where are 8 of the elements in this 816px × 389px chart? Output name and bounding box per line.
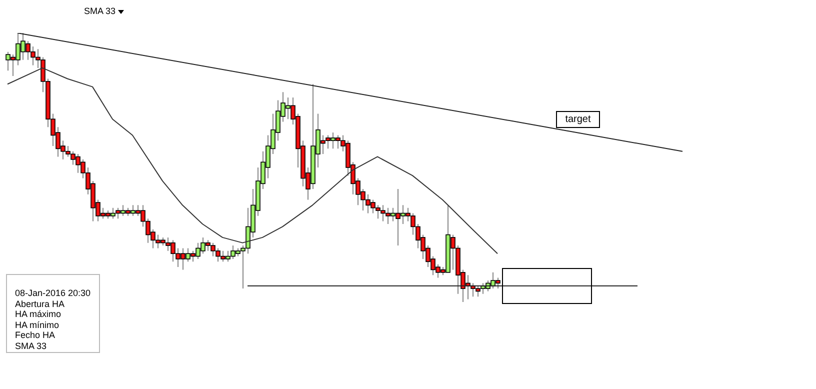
text: HA mínimo [15,320,60,330]
text: Fecho HA [15,330,56,341]
text: SMA 33 [84,6,116,16]
annotation: target [556,111,600,128]
annotation: Abertura HA [15,298,66,310]
annotation: 08-Jan-2016 20:30 [15,288,92,299]
text: HA máximo [15,309,62,320]
text: SMA 33 [15,340,48,352]
